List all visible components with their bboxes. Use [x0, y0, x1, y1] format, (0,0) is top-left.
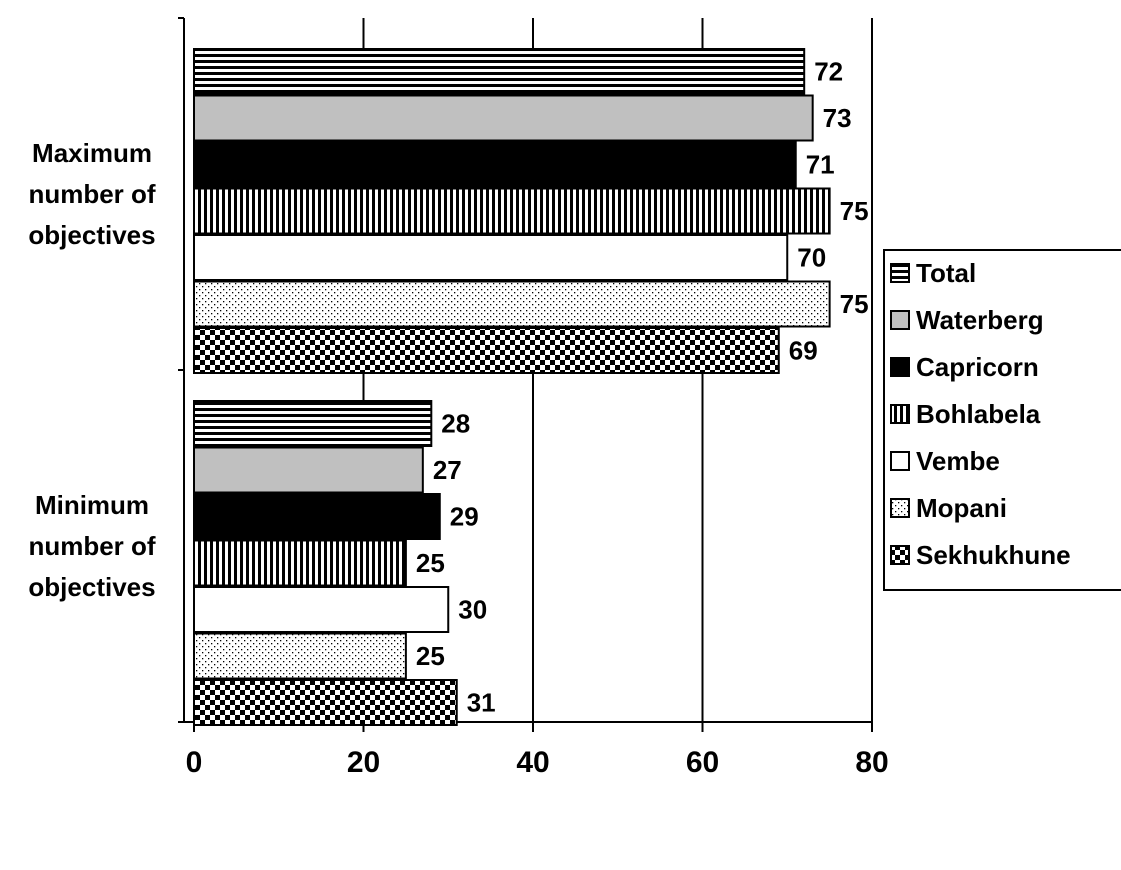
bar-vembe-0	[193, 234, 789, 281]
legend-label: Total	[916, 258, 976, 288]
data-label: 31	[467, 688, 496, 718]
legend-label: Waterberg	[916, 305, 1044, 335]
legend-label: Capricorn	[916, 352, 1039, 382]
data-label: 75	[840, 289, 869, 319]
category-label-line: objectives	[28, 572, 155, 602]
bar-capricorn-1	[193, 493, 441, 540]
bar-sekhukhune-1	[193, 679, 458, 726]
x-tick-label: 40	[516, 746, 549, 779]
legend-label: Vembe	[916, 446, 1000, 476]
bar-vembe-1	[193, 586, 450, 633]
category-label-line: Minimum	[35, 490, 149, 520]
legend-box	[883, 249, 1121, 591]
data-label: 25	[416, 548, 445, 578]
bar-total-1	[193, 400, 433, 447]
bar-mopani-0	[193, 280, 831, 328]
legend-swatch	[890, 545, 910, 565]
x-tick-label: 60	[686, 746, 719, 779]
legend: Total Waterberg Capricorn Bohlabela Vembe Mop…	[883, 249, 1121, 591]
bar-sekhukhune-0	[193, 327, 780, 374]
bar-bohlabela-0	[193, 187, 831, 235]
bar-waterberg-1	[193, 446, 424, 494]
category-label: Maximum number of objectives	[28, 138, 155, 250]
data-label: 29	[450, 502, 479, 532]
data-label: 30	[458, 595, 487, 625]
data-label: 71	[806, 150, 835, 180]
legend-swatch	[890, 404, 910, 424]
bar-capricorn-0	[193, 141, 797, 188]
data-label: 73	[823, 103, 852, 133]
category-label-line: number of	[28, 179, 155, 209]
legend-label: Mopani	[916, 493, 1007, 523]
data-label: 75	[840, 196, 869, 226]
data-label: 25	[416, 641, 445, 671]
data-label: 72	[814, 57, 843, 87]
bar-total-0	[193, 48, 806, 95]
legend-swatch	[890, 498, 910, 518]
legend-swatch	[890, 263, 910, 283]
bar-bohlabela-1	[193, 539, 407, 587]
category-label-line: Maximum	[32, 138, 152, 168]
legend-label: Bohlabela	[916, 399, 1041, 429]
data-label: 69	[789, 336, 818, 366]
category-label-line: objectives	[28, 220, 155, 250]
legend-swatch	[890, 451, 910, 471]
x-tick-label: 80	[855, 746, 888, 779]
data-label: 28	[441, 409, 470, 439]
category-label-line: number of	[28, 531, 155, 561]
category-label: Minimum number of objectives	[28, 490, 155, 602]
data-label: 70	[797, 243, 826, 273]
legend-swatch	[890, 357, 910, 377]
legend-label: Sekhukhune	[916, 540, 1071, 570]
bar-waterberg-0	[193, 94, 814, 142]
bar-mopani-1	[193, 632, 407, 680]
x-tick-label: 20	[347, 746, 380, 779]
legend-swatch	[890, 310, 910, 330]
x-tick-label: 0	[186, 746, 203, 779]
data-label: 27	[433, 455, 462, 485]
